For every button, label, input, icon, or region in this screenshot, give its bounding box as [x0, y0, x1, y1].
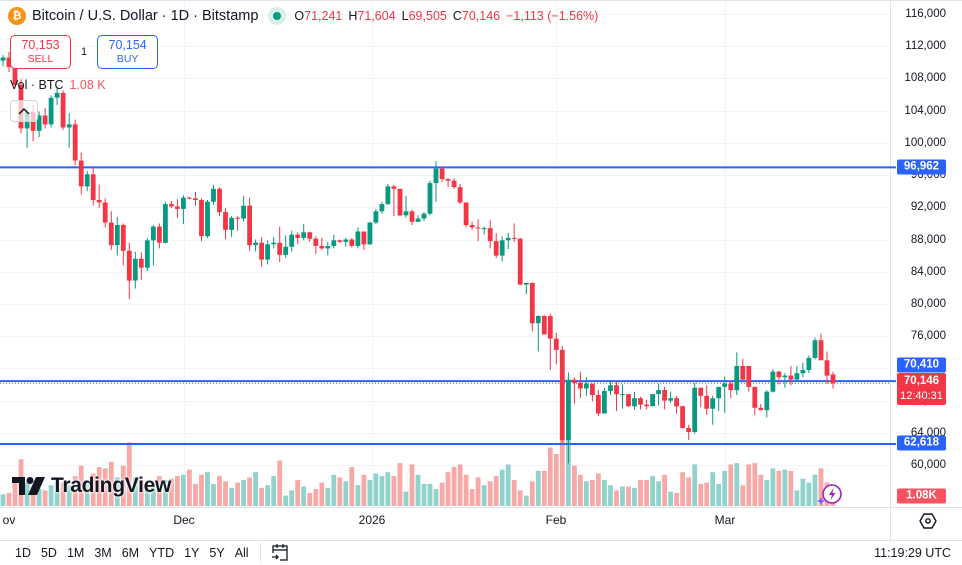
- watermark-text: TradingView: [51, 474, 172, 497]
- range-button-all[interactable]: All: [234, 546, 249, 560]
- range-button-5y[interactable]: 5Y: [209, 546, 225, 560]
- bar-countdown: 12:40:31: [900, 390, 943, 402]
- price-tick-label: 88,000: [910, 233, 946, 246]
- time-label-2026: 2026: [358, 513, 386, 527]
- price-tick-label: 104,000: [904, 104, 946, 117]
- symbol-legend: ₿ Bitcoin / U.S. Dollar · 1D · Bitstamp …: [8, 7, 598, 25]
- range-selector: 1D 5D 1M 3M 6M YTD 1Y 5Y All: [10, 546, 254, 560]
- flash-ai-icon[interactable]: [815, 483, 845, 507]
- tradingview-watermark: TradingView: [12, 474, 171, 498]
- price-chart[interactable]: [0, 0, 962, 540]
- volume-legend[interactable]: Vol · BTC 1.08 K: [10, 78, 106, 92]
- time-label-dec: Dec: [173, 513, 195, 527]
- symbol-title[interactable]: Bitcoin / U.S. Dollar · 1D · Bitstamp: [32, 8, 259, 24]
- buy-button[interactable]: 70,154 BUY: [97, 35, 159, 69]
- hline-high-tag: 96,962: [897, 159, 946, 175]
- bitcoin-logo-icon: ₿: [8, 7, 26, 25]
- go-to-date-calendar-icon[interactable]: [269, 542, 291, 564]
- range-button-ytd[interactable]: YTD: [149, 546, 175, 560]
- time-label-mar: Mar: [714, 513, 736, 527]
- volume-label: Vol · BTC: [10, 78, 64, 92]
- close-value: 70,146: [461, 9, 501, 23]
- price-tick-label: 76,000: [910, 330, 946, 343]
- market-open-status-icon: [268, 7, 287, 25]
- hline-low-tag: 62,618: [897, 435, 946, 451]
- price-tick-label: 84,000: [910, 265, 946, 278]
- price-tick-label: 80,000: [910, 297, 946, 310]
- toolbar-divider: [259, 543, 261, 563]
- sell-label: SELL: [27, 53, 54, 65]
- price-tick-label: 60,000: [910, 459, 946, 472]
- sell-button[interactable]: 70,153 SELL: [10, 35, 71, 69]
- change-value: −1,113 (−1.56%): [506, 9, 599, 23]
- open-value: 71,241: [304, 9, 343, 23]
- range-button-1d[interactable]: 1D: [15, 546, 31, 560]
- ohlc-values: O71,241 H71,604 L69,505 C70,146 −1,113 (…: [294, 9, 599, 23]
- price-tick-label: 100,000: [904, 136, 946, 149]
- buy-label: BUY: [116, 53, 139, 65]
- price-tick-label: 116,000: [905, 8, 946, 20]
- price-tick-label: 108,000: [904, 72, 946, 85]
- axis-settings-icon[interactable]: [918, 511, 938, 531]
- bottom-toolbar: 1D 5D 1M 3M 6M YTD 1Y 5Y All 11:19:29 UTC: [0, 540, 962, 565]
- collapse-legend-button[interactable]: [10, 100, 38, 122]
- hline-mid-tag: 70,410: [897, 357, 946, 373]
- price-tick-label: 92,000: [910, 201, 946, 214]
- volume-tag: 1.08K: [897, 488, 946, 504]
- time-label-nov: ov: [2, 513, 16, 527]
- low-value: 69,505: [408, 9, 447, 23]
- buy-price: 70,154: [108, 38, 147, 52]
- high-value: 71,604: [357, 9, 396, 23]
- chevron-up-icon: [18, 107, 30, 115]
- last-price-value: 70,146: [903, 375, 940, 387]
- last-price-tag: 70,146 12:40:31: [897, 373, 946, 405]
- range-button-1y[interactable]: 1Y: [184, 546, 200, 560]
- tradingview-logo-icon: [12, 477, 45, 495]
- range-button-6m[interactable]: 6M: [121, 546, 140, 560]
- sell-price: 70,153: [21, 38, 60, 52]
- range-button-3m[interactable]: 3M: [94, 546, 112, 560]
- range-button-1m[interactable]: 1M: [66, 546, 85, 560]
- price-tick-label: 112,000: [905, 40, 946, 53]
- range-button-5d[interactable]: 5D: [40, 546, 57, 560]
- time-label-feb: Feb: [545, 513, 567, 527]
- volume-value: 1.08 K: [69, 78, 106, 92]
- trade-panel: 70,153 SELL 1 70,154 BUY: [10, 35, 159, 69]
- utc-clock[interactable]: 11:19:29 UTC: [874, 546, 951, 560]
- spread-value: 1: [81, 46, 88, 58]
